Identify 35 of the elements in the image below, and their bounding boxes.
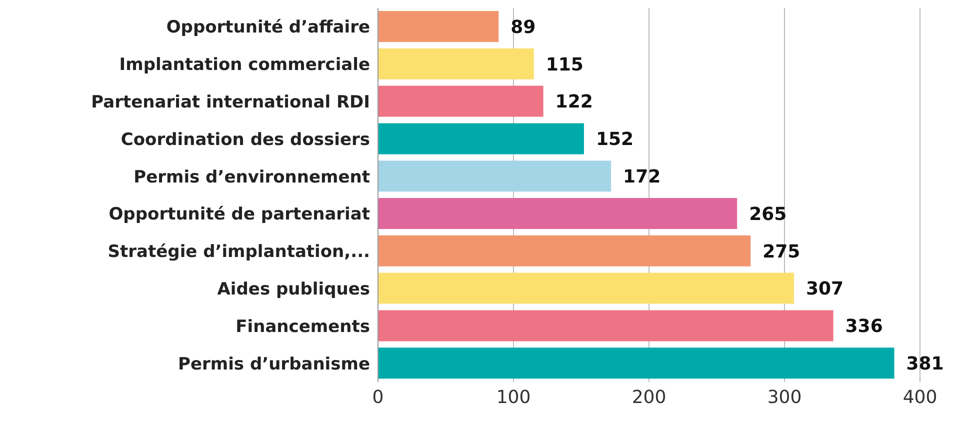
x-tick-label: 400 bbox=[902, 386, 938, 408]
data-label: 265 bbox=[749, 204, 787, 225]
data-label: 115 bbox=[546, 54, 584, 76]
data-label: 336 bbox=[845, 316, 883, 338]
y-tick-label: Partenariat international RDI bbox=[91, 92, 370, 113]
bar bbox=[378, 86, 544, 117]
bar bbox=[378, 160, 612, 192]
data-label: 307 bbox=[806, 278, 844, 300]
y-tick-label: Implantation commerciale bbox=[119, 55, 370, 76]
y-tick-label: Permis d’urbanisme bbox=[178, 354, 370, 374]
y-tick-label: Permis d’environnement bbox=[134, 167, 370, 188]
bar bbox=[378, 310, 834, 342]
bar bbox=[378, 11, 499, 42]
bar bbox=[378, 348, 894, 379]
y-tick-label: Opportunité de partenariat bbox=[108, 204, 370, 225]
y-tick-label: Financements bbox=[236, 316, 370, 337]
bar bbox=[378, 198, 738, 229]
x-tick-label: 0 bbox=[372, 386, 384, 408]
x-tick-label: 300 bbox=[767, 386, 802, 408]
bar bbox=[378, 48, 534, 80]
y-tick-label: Coordination des dossiers bbox=[120, 130, 370, 150]
bar bbox=[378, 272, 794, 304]
x-tick-label: 200 bbox=[632, 386, 666, 408]
data-label: 381 bbox=[906, 353, 944, 374]
x-tick-label: 100 bbox=[496, 386, 531, 408]
data-label: 89 bbox=[510, 16, 536, 38]
data-label: 172 bbox=[623, 166, 661, 188]
data-label: 152 bbox=[596, 129, 634, 150]
data-label: 122 bbox=[555, 92, 593, 113]
bar bbox=[378, 123, 584, 154]
y-tick-label: Opportunité d’affaire bbox=[166, 18, 370, 38]
y-tick-label: Aides publiques bbox=[217, 280, 370, 300]
y-tick-label: Stratégie d’implantation,... bbox=[108, 242, 370, 262]
data-label: 275 bbox=[762, 241, 800, 262]
bar bbox=[378, 235, 751, 266]
